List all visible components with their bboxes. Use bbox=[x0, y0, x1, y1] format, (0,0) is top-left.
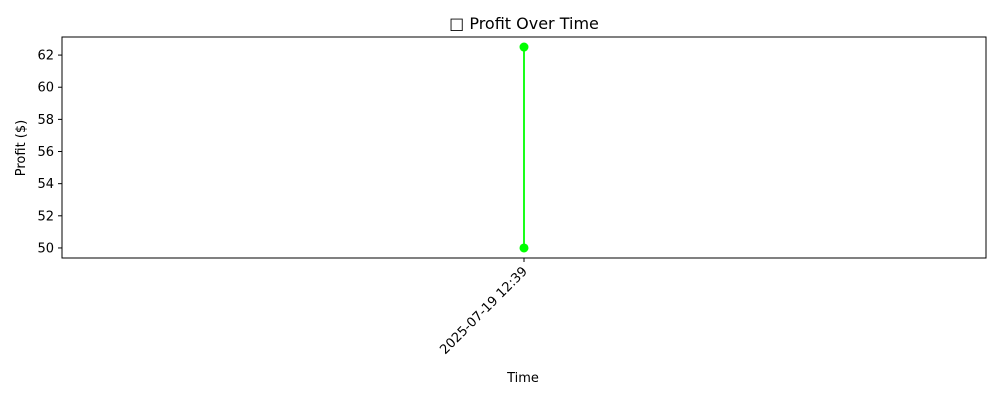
series-layer bbox=[519, 42, 529, 253]
y-tick-label: 54 bbox=[37, 177, 54, 192]
y-axis-label: Profit ($) bbox=[14, 120, 29, 176]
y-tick-label: 62 bbox=[37, 49, 54, 64]
y-tick-label: 50 bbox=[37, 241, 54, 256]
profit-data-point bbox=[519, 243, 529, 253]
profit-data-point bbox=[519, 42, 529, 52]
y-tick-label: 52 bbox=[37, 209, 54, 224]
y-axis-ticks: 50 52 54 56 58 60 62 bbox=[37, 49, 62, 256]
x-axis-label: Time bbox=[506, 371, 539, 386]
chart-title: □ Profit Over Time bbox=[449, 14, 599, 33]
y-tick-label: 58 bbox=[37, 113, 54, 128]
plot-frame bbox=[61, 36, 987, 259]
y-tick-label: 56 bbox=[37, 145, 54, 160]
y-tick-label: 60 bbox=[37, 81, 54, 96]
